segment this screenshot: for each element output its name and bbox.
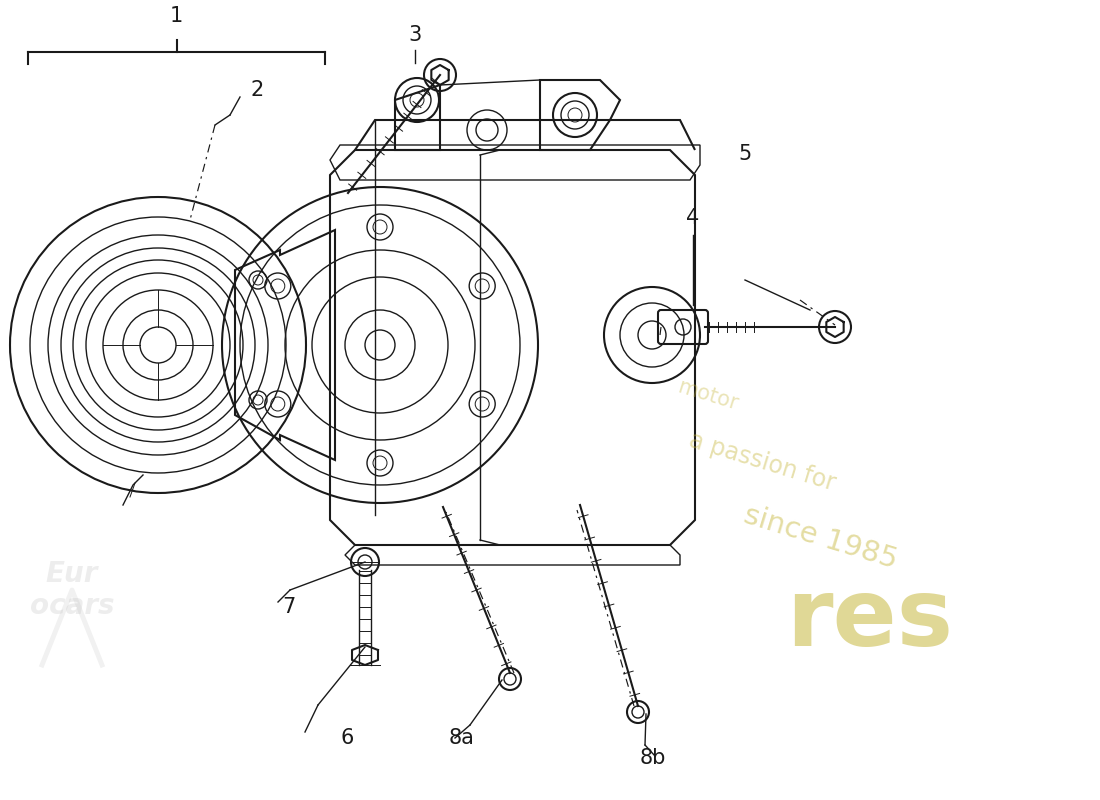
Text: Eur
ocars: Eur ocars: [30, 560, 114, 620]
Text: 2: 2: [250, 80, 263, 100]
Text: a passion for: a passion for: [685, 428, 838, 496]
Text: 6: 6: [340, 728, 353, 748]
Text: 7: 7: [282, 597, 295, 617]
Text: since 1985: since 1985: [740, 502, 900, 574]
Text: 3: 3: [408, 25, 421, 45]
Text: 1: 1: [169, 6, 183, 26]
Text: res: res: [786, 574, 954, 666]
Text: 4: 4: [686, 208, 700, 228]
Text: 8b: 8b: [640, 748, 667, 768]
Text: 8a: 8a: [449, 728, 475, 748]
Text: motor: motor: [675, 376, 740, 414]
Text: 5: 5: [738, 144, 751, 164]
